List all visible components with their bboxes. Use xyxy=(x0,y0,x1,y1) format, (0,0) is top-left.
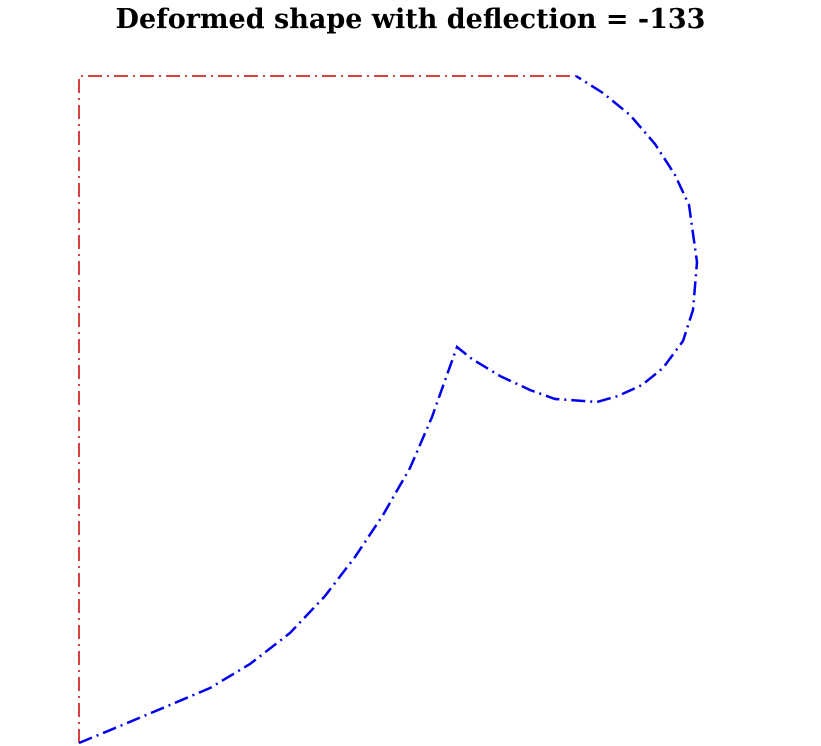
reference-outline xyxy=(78,75,576,743)
figure-title: Deformed shape with deflection = -133 xyxy=(115,4,706,35)
deformed-outline xyxy=(78,74,699,745)
